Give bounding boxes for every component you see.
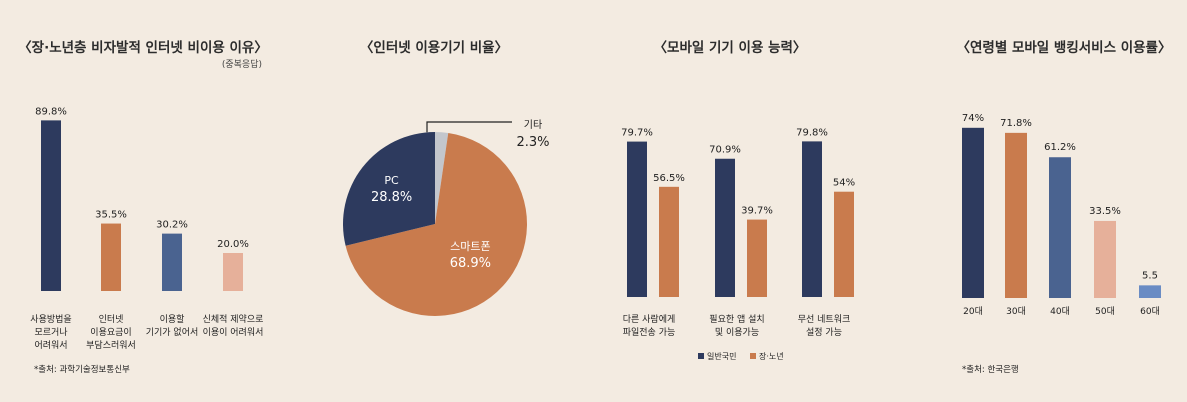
pie-slice-2	[343, 132, 435, 246]
chart1-category-0-line-0: 사용방법을	[30, 314, 71, 325]
chart1-value-label-3: 20.0%	[217, 239, 249, 250]
chart3-value-label-0-0: 79.7%	[621, 128, 653, 139]
chart1-value-label-1: 35.5%	[95, 210, 127, 221]
chart3-category-1-line-1: 및 이용가능	[715, 326, 759, 338]
chart4-bar-3	[1094, 220, 1116, 298]
pie-leader-line	[426, 121, 512, 133]
chart4-value-label-0: 74%	[962, 113, 984, 124]
chart3-category-0-line-0: 다른 사람에게	[623, 313, 676, 325]
chart3-bar-0-0	[627, 141, 647, 297]
chart3-value-label-1-1: 39.7%	[741, 206, 773, 217]
chart3-title: 〈모바일 기기 이용 능력〉	[654, 39, 807, 56]
chart1-bar-1	[101, 223, 121, 291]
chart1-subtitle: (중복응답)	[222, 58, 262, 70]
chart1-bar-2	[162, 233, 182, 291]
chart3-category-1-line-0: 필요한 앱 설치	[709, 313, 764, 325]
chart4-source: *출처: 한국은행	[962, 364, 1019, 375]
chart1-bar-3	[223, 253, 243, 291]
chart4-category-2: 40대	[1050, 306, 1070, 317]
chart3-category-2-line-0: 무선 네트워크	[798, 314, 851, 325]
legend-swatch-general	[698, 353, 704, 359]
pie-label-2: PC	[384, 174, 399, 187]
chart1-title: 〈장·노년층 비자발적 인터넷 비이용 이유〉	[18, 39, 268, 56]
chart4-bar-4	[1139, 285, 1161, 298]
chart3-bar-2-1	[834, 191, 854, 297]
chart4-value-label-1: 71.8%	[1000, 118, 1032, 129]
chart1-value-label-2: 30.2%	[156, 220, 188, 231]
chart3-bar-0-1	[659, 186, 679, 297]
chart4-bar-1	[1005, 132, 1027, 298]
chart3-category-2-line-1: 설정 가능	[806, 327, 842, 338]
chart1-category-0-line-1: 모르거나	[34, 327, 67, 338]
chart4-bars: 74% 20대 71.8% 30대 61.2% 40대 33.5% 50대 5.5 60대	[962, 113, 1161, 317]
pie-label-1: 스마트폰	[450, 240, 490, 253]
chart4-category-0: 20대	[963, 306, 983, 317]
chart4-bar-2	[1049, 157, 1071, 298]
chart3-bar-1-0	[715, 158, 735, 297]
chart3-value-label-0-1: 56.5%	[653, 173, 685, 184]
pie-value-2: 28.8%	[371, 190, 412, 205]
chart1-category-3-line-0: 신체적 제약으로	[203, 313, 264, 325]
chart1-category-1-line-0: 인터넷	[99, 314, 124, 325]
pie-value-other: 2.3%	[516, 135, 549, 150]
chart1-category-3-line-1: 이용이 어려워서	[203, 327, 264, 338]
pie-label-other: 기타	[524, 119, 542, 131]
legend-label-senior: 장·노년	[759, 351, 784, 361]
chart1-value-label-0: 89.8%	[35, 106, 67, 117]
chart1-category-0-line-2: 어려워서	[34, 340, 67, 351]
legend-swatch-senior	[750, 353, 756, 359]
chart2-title: 〈인터넷 이용기기 비율〉	[360, 39, 508, 56]
chart2-pie: 기타 2.3% 스마트폰 68.9% PC 28.8%	[343, 119, 550, 317]
chart3-category-0-line-1: 파일전송 가능	[623, 327, 676, 338]
chart3-value-label-2-1: 54%	[833, 178, 855, 189]
chart3-value-label-2-0: 79.8%	[796, 127, 828, 138]
chart1-source: *출처: 과학기술정보통신부	[34, 364, 130, 375]
chart1-category-2-line-0: 이용할	[160, 314, 185, 325]
chart4-value-label-3: 33.5%	[1089, 206, 1121, 217]
chart4-category-1: 30대	[1006, 306, 1026, 317]
chart1-category-2-line-1: 기기가 없어서	[146, 327, 199, 338]
pie-slice-1	[345, 132, 528, 317]
chart4-title: 〈연령별 모바일 뱅킹서비스 이용률〉	[957, 39, 1172, 56]
chart4-bar-0	[962, 127, 984, 298]
pie-slice-0	[435, 132, 449, 224]
chart1-category-1-line-1: 이용요금이	[90, 327, 131, 338]
chart4-value-label-2: 61.2%	[1044, 142, 1076, 153]
chart1-bar-0	[41, 120, 61, 291]
chart4-value-label-4: 5.5	[1142, 270, 1158, 281]
pie-value-1: 68.9%	[450, 256, 491, 271]
chart3-value-label-1-0: 70.9%	[709, 145, 741, 156]
chart3-bar-2-0	[802, 141, 822, 297]
legend-label-general: 일반국민	[707, 351, 736, 361]
chart4-category-4: 60대	[1140, 306, 1160, 317]
chart4-category-3: 50대	[1095, 306, 1115, 317]
chart1-category-1-line-2: 부담스러워서	[86, 339, 136, 351]
chart3-bar-1-1	[747, 219, 767, 297]
